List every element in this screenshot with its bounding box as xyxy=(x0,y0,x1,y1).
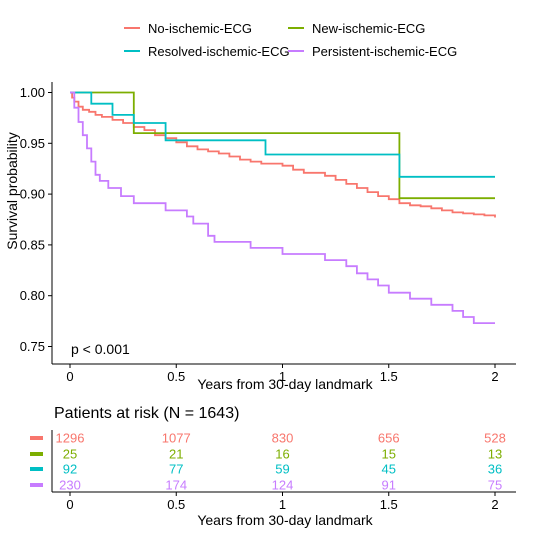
risk-count: 59 xyxy=(275,462,289,477)
y-tick-label: 0.80 xyxy=(20,288,45,303)
x-tick-label: 0 xyxy=(66,369,73,384)
risk-count: 174 xyxy=(165,478,187,493)
risk-count: 124 xyxy=(272,478,294,493)
risk-x-tick-label: 0.5 xyxy=(167,497,185,512)
legend-item: No-ischemic-ECG xyxy=(124,21,252,36)
risk-x-tick-label: 0 xyxy=(66,497,73,512)
risk-x-tick-label: 2 xyxy=(491,497,498,512)
y-axis-label: Survival probability xyxy=(4,132,20,250)
risk-count: 15 xyxy=(382,447,396,462)
risk-count: 528 xyxy=(484,431,506,446)
legend-item: New-ischemic-ECG xyxy=(288,21,425,36)
risk-count: 92 xyxy=(63,462,77,477)
risk-count: 91 xyxy=(382,478,396,493)
legend-item: Persistent-ischemic-ECG xyxy=(288,44,457,59)
risk-count: 830 xyxy=(272,431,294,446)
survival-curve-persistent-ischemic-ecg xyxy=(70,91,495,324)
risk-x-tick-label: 1 xyxy=(279,497,286,512)
risk-count: 75 xyxy=(488,478,502,493)
risk-count: 21 xyxy=(169,447,183,462)
risk-count: 13 xyxy=(488,447,502,462)
survival-plot: 0.75 0.80 0.85 0.90 0.95 1.00 0 0.5 1 1.5 2 p < 0.… xyxy=(4,82,516,392)
risk-count: 230 xyxy=(59,478,81,493)
risk-row: 1296 1077 830 656 528 xyxy=(30,431,506,446)
y-tick-label: 0.90 xyxy=(20,187,45,202)
y-tick-label: 0.75 xyxy=(20,339,45,354)
y-tick-label: 1.00 xyxy=(20,85,45,100)
legend-label: Resolved-ischemic-ECG xyxy=(148,44,290,59)
x-tick-label: 2 xyxy=(491,369,498,384)
legend-label: New-ischemic-ECG xyxy=(312,21,425,36)
risk-table-title: Patients at risk (N = 1643) xyxy=(54,405,239,422)
risk-row: 25 21 16 15 13 xyxy=(30,447,502,462)
survival-curve-no-ischemic-ecg xyxy=(70,91,496,218)
risk-count: 77 xyxy=(169,462,183,477)
risk-count: 656 xyxy=(378,431,400,446)
survival-axes: 0.75 0.80 0.85 0.90 0.95 1.00 0 0.5 1 1.5 2 xyxy=(20,82,516,384)
risk-count: 45 xyxy=(382,462,396,477)
risk-count: 25 xyxy=(63,447,77,462)
risk-row: 230 174 124 91 75 xyxy=(30,478,502,493)
risk-count: 1296 xyxy=(56,431,85,446)
x-tick-label: 1.5 xyxy=(380,369,398,384)
legend-label: Persistent-ischemic-ECG xyxy=(312,44,457,59)
legend-label: No-ischemic-ECG xyxy=(148,21,252,36)
risk-table: Patients at risk (N = 1643) 0 0.5 1 1.5 2 12… xyxy=(30,405,516,528)
risk-row: 92 77 59 45 36 xyxy=(30,462,502,477)
y-tick-label: 0.95 xyxy=(20,136,45,151)
y-tick-label: 0.85 xyxy=(20,237,45,252)
p-value-annotation: p < 0.001 xyxy=(71,341,130,357)
risk-x-tick-label: 1.5 xyxy=(380,497,398,512)
legend-item: Resolved-ischemic-ECG xyxy=(124,44,290,59)
x-tick-label: 0.5 xyxy=(167,369,185,384)
survival-curves xyxy=(70,91,496,324)
x-tick-label: 1 xyxy=(279,369,286,384)
risk-table-x-axis-label: Years from 30-day landmark xyxy=(197,512,373,528)
survival-curve-resolved-ischemic-ecg xyxy=(70,91,495,178)
x-axis-label: Years from 30-day landmark xyxy=(197,376,373,392)
risk-count: 1077 xyxy=(162,431,191,446)
legend: No-ischemic-ECG New-ischemic-ECG Resolved-… xyxy=(124,21,457,59)
risk-count: 36 xyxy=(488,462,502,477)
survival-curve-new-ischemic-ecg xyxy=(70,91,495,200)
risk-table-axes: 0 0.5 1 1.5 2 xyxy=(51,430,516,512)
risk-count: 16 xyxy=(275,447,289,462)
